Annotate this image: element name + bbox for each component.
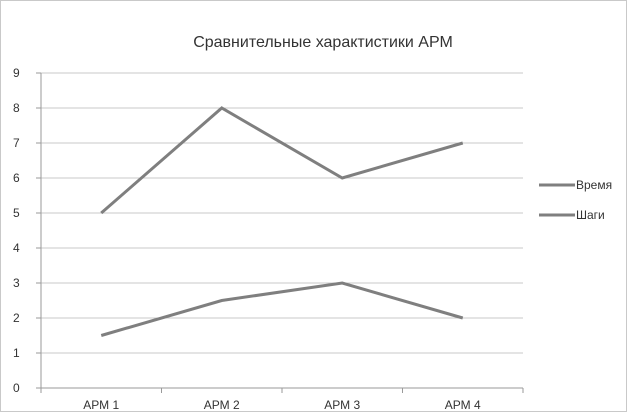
y-tick-label: 2 (13, 311, 20, 325)
axes: 0 1 2 3 4 5 6 7 8 9 АРМ 1 АРМ 2 АРМ 3 АРМ 4 (13, 66, 524, 412)
y-tick-label: 0 (13, 381, 20, 395)
series-lines (100, 106, 464, 337)
series-line-2 (100, 106, 464, 215)
x-tick-label: АРМ 2 (204, 398, 240, 412)
legend: Время Шаги (539, 178, 612, 222)
y-tick-label: 1 (13, 346, 20, 360)
y-tick-label: 6 (13, 171, 20, 185)
legend-label: Время (576, 178, 612, 192)
x-tick-label: АРМ 3 (324, 398, 360, 412)
y-tick-label: 7 (13, 136, 20, 150)
y-tick-label: 9 (13, 66, 20, 80)
y-tick-label: 5 (13, 206, 20, 220)
y-tick-label: 3 (13, 276, 20, 290)
legend-label: Шаги (576, 208, 605, 222)
y-tick-label: 8 (13, 101, 20, 115)
y-tick-label: 4 (13, 241, 20, 255)
chart-title: Сравнительные характистики АРМ (193, 34, 453, 51)
x-tick-label: АРМ 4 (445, 398, 481, 412)
gridlines (41, 72, 523, 354)
x-tick-label: АРМ 1 (83, 398, 119, 412)
series-line-1 (100, 281, 464, 337)
